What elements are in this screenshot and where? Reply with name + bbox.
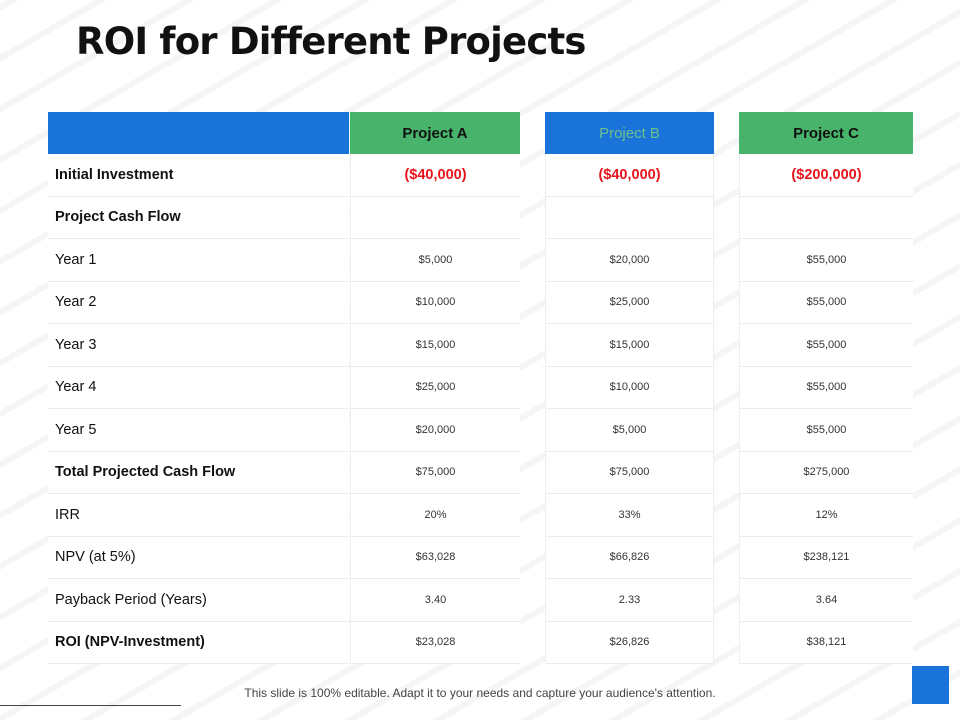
roi-table: Project A Project B Project C Initial In… (48, 112, 913, 664)
cell-project-c: $55,000 (739, 366, 913, 409)
negative-value: ($40,000) (598, 166, 661, 183)
table-header-row: Project A Project B Project C (48, 112, 913, 154)
cell-project-a: $75,000 (350, 451, 520, 494)
cell-project-b: $75,000 (545, 451, 714, 494)
cell-project-a: $15,000 (350, 324, 520, 367)
cell-project-b: $15,000 (545, 324, 714, 367)
cell-project-b: $66,826 (545, 536, 714, 579)
column-header-project-a: Project A (350, 112, 520, 154)
row-label: Payback Period (Years) (48, 579, 349, 622)
header-blank-cell (48, 112, 349, 154)
table-row: Year 5 $20,000 $5,000 $55,000 (48, 409, 913, 452)
cell-project-c: $55,000 (739, 281, 913, 324)
negative-value: ($200,000) (791, 166, 862, 183)
table-row: Year 3 $15,000 $15,000 $55,000 (48, 324, 913, 367)
cell-project-c: 12% (739, 494, 913, 537)
cell-project-b: $20,000 (545, 239, 714, 282)
row-label: ROI (NPV-Investment) (48, 621, 349, 664)
row-label: Total Projected Cash Flow (48, 451, 349, 494)
cell-project-c: $38,121 (739, 621, 913, 664)
page-title: ROI for Different Projects (76, 20, 586, 63)
cell-project-a: ($40,000) (350, 154, 520, 197)
cell-project-a: $63,028 (350, 536, 520, 579)
table-row: Project Cash Flow (48, 196, 913, 239)
column-header-project-c: Project C (739, 112, 913, 154)
table-row: Year 1 $5,000 $20,000 $55,000 (48, 239, 913, 282)
cell-project-c: $55,000 (739, 409, 913, 452)
row-label: Initial Investment (48, 154, 349, 197)
cell-project-a: $20,000 (350, 409, 520, 452)
cell-project-b: $10,000 (545, 366, 714, 409)
cell-project-b: $5,000 (545, 409, 714, 452)
row-label: Year 4 (48, 366, 349, 409)
table-row: Payback Period (Years) 3.40 2.33 3.64 (48, 579, 913, 622)
cell-project-a: 3.40 (350, 579, 520, 622)
cell-project-b (545, 196, 714, 239)
cell-project-a: $25,000 (350, 366, 520, 409)
column-header-project-b: Project B (545, 112, 714, 154)
negative-value: ($40,000) (404, 166, 467, 183)
cell-project-c (739, 196, 913, 239)
cell-project-a: 20% (350, 494, 520, 537)
row-label: NPV (at 5%) (48, 536, 349, 579)
table-row: Year 4 $25,000 $10,000 $55,000 (48, 366, 913, 409)
table-row: Initial Investment ($40,000) ($40,000) (… (48, 154, 913, 197)
cell-project-a (350, 196, 520, 239)
table-row: Total Projected Cash Flow $75,000 $75,00… (48, 451, 913, 494)
footer-caption: This slide is 100% editable. Adapt it to… (244, 686, 716, 700)
cell-project-c: $55,000 (739, 239, 913, 282)
table-row: Year 2 $10,000 $25,000 $55,000 (48, 281, 913, 324)
cell-project-a: $5,000 (350, 239, 520, 282)
table-row: IRR 20% 33% 12% (48, 494, 913, 537)
corner-accent-square (912, 666, 949, 704)
cell-project-c: 3.64 (739, 579, 913, 622)
row-label: Project Cash Flow (48, 196, 349, 239)
cell-project-b: 33% (545, 494, 714, 537)
table-row: NPV (at 5%) $63,028 $66,826 $238,121 (48, 536, 913, 579)
cell-project-b: ($40,000) (545, 154, 714, 197)
row-label: Year 3 (48, 324, 349, 367)
footer-divider (0, 705, 181, 706)
cell-project-a: $23,028 (350, 621, 520, 664)
cell-project-b: $26,826 (545, 621, 714, 664)
cell-project-c: $275,000 (739, 451, 913, 494)
table-row: ROI (NPV-Investment) $23,028 $26,826 $38… (48, 621, 913, 664)
cell-project-a: $10,000 (350, 281, 520, 324)
cell-project-c: $238,121 (739, 536, 913, 579)
cell-project-b: 2.33 (545, 579, 714, 622)
row-label: Year 5 (48, 409, 349, 452)
row-label: IRR (48, 494, 349, 537)
row-label: Year 1 (48, 239, 349, 282)
cell-project-b: $25,000 (545, 281, 714, 324)
row-label: Year 2 (48, 281, 349, 324)
cell-project-c: $55,000 (739, 324, 913, 367)
cell-project-c: ($200,000) (739, 154, 913, 197)
